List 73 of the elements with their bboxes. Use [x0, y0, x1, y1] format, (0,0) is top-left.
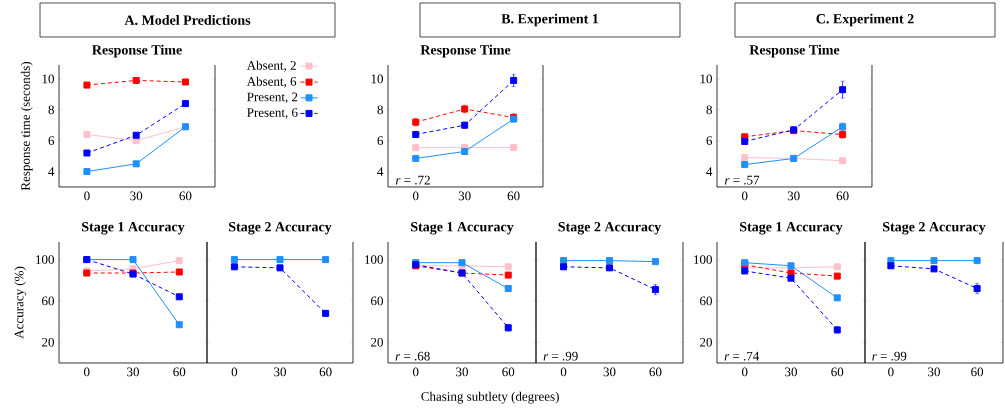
x-tick-label: 30: [130, 191, 143, 201]
y-tick-label: 6: [48, 136, 55, 146]
x-tick-label: 60: [836, 191, 849, 201]
chart-title: B. Experiment 1: [501, 13, 599, 27]
y-tick-label: 100: [694, 255, 712, 264]
y-tick-label: 6: [377, 136, 384, 146]
x-tick-label: 30: [785, 367, 797, 377]
x-tick-label: 30: [787, 191, 800, 201]
y-tick-label: 20: [371, 337, 383, 347]
x-axis-title: Chasing subtlety (degrees): [421, 391, 559, 404]
y-tick-label: 4: [48, 167, 55, 176]
chart-title: Stage 1 Accuracy: [82, 222, 185, 235]
annotation: r = .74: [724, 351, 760, 361]
y-tick-label: 4: [377, 167, 384, 176]
y-tick-label: 100: [365, 255, 383, 264]
legend-label: Present, 6: [247, 108, 298, 119]
x-tick-label: 30: [458, 191, 471, 201]
x-tick-label: 30: [928, 367, 940, 377]
y-tick-label: 6: [706, 136, 713, 146]
y-tick-label: 20: [700, 337, 712, 347]
annotation: r = .57: [724, 175, 760, 185]
y-tick-label: 60: [42, 296, 54, 306]
x-tick-label: 30: [274, 367, 287, 377]
chart-title: Stage 2 Accuracy: [229, 222, 332, 235]
y-tick-label: 20: [42, 337, 54, 347]
chart-title: Stage 1 Accuracy: [411, 222, 514, 235]
y-tick-label: 10: [371, 74, 383, 84]
x-tick-label: 0: [84, 367, 90, 377]
x-tick-label: 0: [231, 367, 238, 377]
legend-label: Present, 2: [247, 92, 298, 104]
x-tick-label: 30: [127, 367, 140, 377]
y-tick-label: 100: [36, 255, 54, 264]
y-tick-label: 8: [48, 105, 54, 115]
annotation: r = .72: [395, 175, 430, 185]
legend-label: Absent, 6: [246, 76, 297, 88]
y-tick-label: 60: [700, 296, 712, 306]
chart-title: A. Model Predictions: [124, 15, 251, 25]
x-tick-label: 0: [413, 367, 419, 377]
y-axis-title: Response time (seconds): [20, 61, 33, 191]
y-tick-label: 10: [42, 74, 54, 84]
y-tick-label: 8: [706, 105, 712, 115]
x-tick-label: 60: [971, 367, 984, 377]
chart-title: Stage 2 Accuracy: [883, 222, 986, 235]
annotation: r = .99: [543, 351, 578, 361]
x-tick-label: 0: [741, 191, 748, 201]
x-tick-label: 0: [560, 367, 567, 377]
x-tick-label: 30: [456, 367, 469, 377]
x-tick-label: 60: [831, 367, 844, 377]
x-tick-label: 0: [742, 367, 748, 377]
y-tick-label: 4: [706, 167, 713, 176]
chart-subtitle: Response Time: [420, 44, 511, 58]
y-tick-label: 60: [371, 296, 383, 306]
x-tick-label: 60: [179, 191, 192, 201]
annotation: r = .99: [872, 351, 907, 361]
x-tick-label: 60: [649, 367, 662, 377]
x-tick-label: 60: [507, 191, 520, 201]
x-tick-label: 60: [319, 367, 332, 377]
y-tick-label: 8: [377, 105, 383, 115]
annotation: r = .68: [395, 351, 430, 361]
x-tick-label: 0: [84, 191, 90, 201]
chart-subtitle: Response Time: [92, 44, 182, 58]
chart-title: Stage 1 Accuracy: [740, 222, 843, 235]
legend-label: Absent, 2: [246, 60, 296, 72]
chart-title: Stage 2 Accuracy: [558, 222, 662, 235]
x-tick-label: 0: [888, 367, 894, 377]
chart-title: C. Experiment 2: [816, 13, 914, 27]
y-tick-label: 10: [700, 74, 712, 84]
y-axis-title: Accuracy (%): [14, 266, 27, 339]
x-tick-label: 60: [173, 367, 186, 377]
x-tick-label: 0: [412, 191, 419, 201]
x-tick-label: 60: [502, 367, 515, 377]
chart-subtitle: Response Time: [749, 44, 840, 58]
x-tick-label: 30: [603, 367, 616, 377]
